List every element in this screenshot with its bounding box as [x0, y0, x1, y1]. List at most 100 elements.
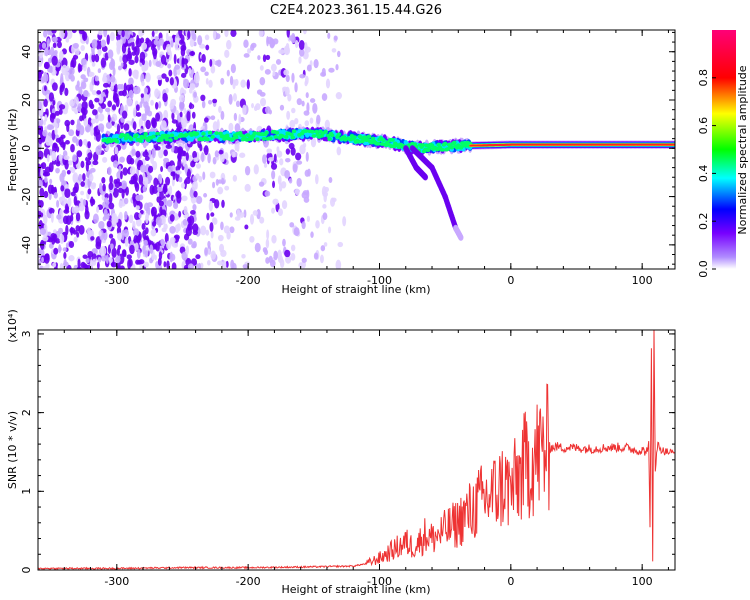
spectrogram-noise-blob: [66, 123, 70, 133]
spectrogram-ridge-mark: [125, 133, 130, 137]
spectrogram-noise-blob: [298, 39, 305, 50]
spectrogram-noise-blob: [87, 152, 93, 159]
spectrogram-ridge-mark: [224, 133, 230, 138]
spectrogram-noise-blob: [278, 49, 285, 55]
spectrogram-noise-blob: [303, 197, 310, 203]
spectrogram-noise-blob: [117, 265, 121, 269]
spectrogram-noise-blob: [70, 226, 74, 236]
spectrogram-noise-blob: [81, 31, 88, 42]
spectrogram-noise-blob: [158, 200, 165, 207]
spectrogram-noise-blob: [240, 79, 247, 88]
spectrogram-noise-blob: [173, 53, 177, 65]
spectrogram-noise-blob: [273, 250, 278, 261]
spectrogram-ridge-mark: [290, 135, 295, 140]
spectrogram-noise-blob: [144, 250, 149, 258]
spectrogram-noise-blob: [115, 97, 120, 108]
spectrogram-noise-blob: [115, 256, 121, 264]
spectrogram-noise-blob: [175, 170, 182, 175]
spectrogram-noise-blob: [238, 113, 242, 125]
spectrogram-noise-blob: [169, 102, 174, 110]
spectrogram-noise-blob: [224, 49, 230, 58]
spectrogram-noise-blob: [335, 92, 343, 100]
spectrogram-noise-blob: [151, 117, 157, 128]
spectrogram-noise-blob: [169, 226, 176, 234]
spectrogram-noise-blob: [143, 239, 148, 247]
spectrogram-noise-blob: [116, 247, 120, 256]
spectrogram-noise-blob: [97, 48, 102, 57]
spectrogram-noise-blob: [71, 206, 75, 214]
spectrogram-noise-blob: [135, 217, 142, 227]
spectrogram-noise-blob: [150, 229, 157, 237]
spectrogram-ridge-mark: [201, 131, 206, 136]
spectrogram-noise-blob: [85, 257, 90, 264]
spectrogram-noise-blob: [135, 205, 140, 211]
spectrogram-ridge-mark: [210, 134, 215, 139]
spectrogram-noise-blob: [134, 69, 139, 76]
spectrogram-noise-blob: [62, 215, 69, 225]
spectrogram-noise-blob: [76, 80, 80, 88]
spectrogram-noise-blob: [235, 100, 241, 108]
spectrogram-noise-blob: [222, 260, 227, 269]
spectrogram-noise-blob: [328, 176, 333, 183]
spectrogram-noise-blob: [46, 38, 50, 48]
spectrogram-noise-blob: [38, 117, 44, 127]
spectrogram-noise-blob: [305, 151, 309, 162]
spectrogram-noise-blob: [56, 41, 62, 49]
spectrogram-noise-blob: [201, 151, 205, 163]
spectrogram-noise-blob: [134, 45, 140, 57]
spectrogram-noise-blob: [258, 30, 264, 37]
spectrogram-noise-blob: [129, 244, 135, 255]
spectrogram-noise-blob: [110, 243, 114, 250]
spectrogram-noise-blob: [224, 152, 229, 161]
spectrogram-noise-blob: [203, 193, 208, 198]
spectrogram-noise-blob: [80, 181, 85, 187]
spectrogram-noise-blob: [197, 35, 203, 46]
spectrogram-noise-blob: [64, 140, 70, 145]
spectrogram-noise-blob: [104, 52, 109, 61]
spectrogram-noise-blob: [216, 59, 222, 68]
spectrogram-noise-blob: [207, 240, 211, 248]
spectrogram-noise-blob: [172, 171, 176, 181]
spectrogram-noise-blob: [191, 111, 196, 119]
spectrogram-xtick-label: -300: [104, 274, 129, 287]
spectrogram-noise-blob: [85, 205, 89, 215]
spectrogram-noise-blob: [199, 43, 206, 49]
spectrogram-noise-blob: [236, 209, 241, 218]
spectrogram-noise-blob: [118, 211, 123, 222]
spectrogram-noise-blob: [220, 221, 224, 231]
spectrogram-noise-blob: [149, 244, 154, 255]
spectrogram-noise-blob: [87, 188, 92, 195]
spectrogram-noise-blob: [47, 237, 54, 243]
spectrogram-noise-blob: [46, 124, 53, 131]
spectrogram-noise-blob: [305, 75, 309, 85]
spectrogram-noise-blob: [206, 212, 210, 221]
spectrogram-noise-blob: [242, 264, 249, 269]
spectrogram-noise-blob: [187, 30, 191, 40]
spectrogram-noise-blob: [97, 68, 102, 74]
spectrogram-noise-blob: [70, 166, 76, 174]
spectrogram-noise-blob: [112, 160, 119, 168]
spectrogram-noise-blob: [244, 165, 251, 176]
spectrogram-ridge-mark: [264, 130, 269, 135]
spectrogram-noise-blob: [49, 178, 53, 185]
spectrogram-noise-blob: [62, 247, 67, 252]
spectrogram-noise-blob: [276, 146, 280, 153]
spectrogram-noise-blob: [270, 63, 277, 72]
spectrogram-ridge-mark: [336, 132, 341, 137]
spectrogram-noise-blob: [51, 82, 58, 92]
spectrogram-noise-blob: [165, 76, 170, 83]
spectrogram-noise-blob: [94, 75, 99, 82]
spectrogram-noise-blob: [180, 72, 187, 79]
spectrogram-noise-blob: [324, 186, 329, 193]
spectrogram-ridge-mark: [114, 139, 120, 144]
spectrogram-noise-blob: [125, 84, 132, 91]
spectrogram-noise-blob: [192, 150, 198, 159]
spectrogram-noise-blob: [91, 198, 96, 206]
spectrogram-noise-blob: [110, 261, 117, 268]
spectrogram-noise-blob: [60, 185, 65, 192]
spectrogram-noise-blob: [288, 178, 293, 184]
spectrogram-noise-blob: [144, 104, 151, 114]
spectrogram-noise-blob: [180, 182, 186, 189]
spectrogram-noise-blob: [224, 185, 230, 191]
spectrogram-ridge-mark: [129, 137, 134, 142]
